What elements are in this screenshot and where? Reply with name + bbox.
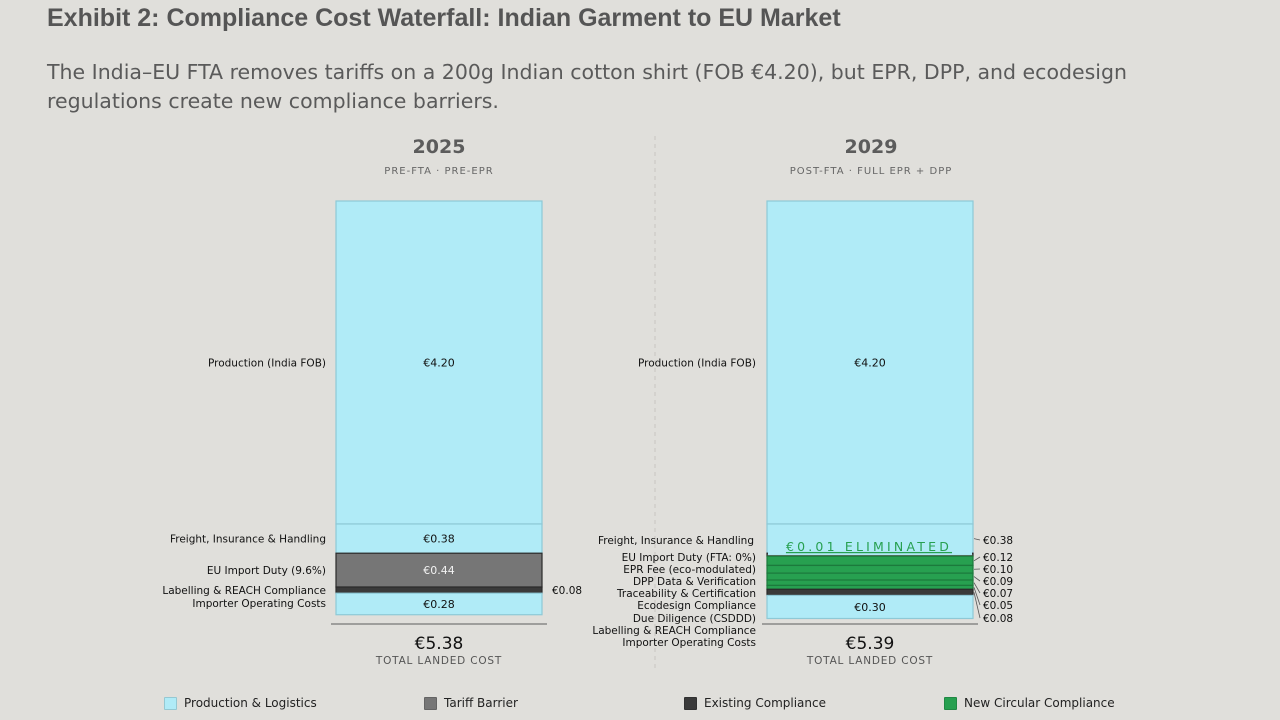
segment-value-label: €0.30 [854, 601, 886, 614]
segment-value-label: €0.38 [423, 533, 455, 546]
bar-segment-labelling-reach-compliance [335, 586, 543, 594]
bar-segment-dpp-data-verification [766, 564, 974, 574]
bar-segment-ecodesign-compliance [766, 579, 974, 587]
segment-label: Importer Operating Costs [192, 598, 326, 610]
segment-value-label: €0.05 [983, 600, 1013, 612]
bar-segment-traceability-certification [766, 572, 974, 581]
segment-value-label: €0.44 [423, 564, 455, 577]
legend-swatch [424, 696, 437, 710]
segment-value-label: €0.10 [983, 564, 1013, 576]
segment-value-label: €4.20 [854, 356, 886, 369]
segment-label: Freight, Insurance & Handling [170, 534, 326, 546]
legend-item: New Circular Compliance [944, 696, 1115, 710]
segment-label: Ecodesign Compliance [637, 600, 756, 612]
legend-label: Existing Compliance [704, 696, 826, 710]
segment-value-label: €0.09 [983, 576, 1013, 588]
bar-segment-labelling-reach-compliance [766, 588, 974, 597]
panel-scenario: POST-FTA · FULL EPR + DPP [790, 166, 953, 177]
segment-label: Production (India FOB) [208, 357, 326, 369]
segment-label: EU Import Duty (FTA: 0%) [622, 552, 756, 564]
total-landed-cost-label: TOTAL LANDED COST [375, 655, 502, 667]
legend-swatch [684, 696, 697, 710]
segment-label: Labelling & REACH Compliance [162, 585, 326, 597]
segment-label: EU Import Duty (9.6%) [207, 565, 326, 577]
segment-value-label: €0.08 [983, 613, 1013, 625]
legend-label: Tariff Barrier [444, 696, 518, 710]
bar-segment-production-india-fob [766, 200, 974, 525]
eliminated-annotation: €0.01 ELIMINATED [786, 539, 952, 554]
segment-value-label: €0.07 [983, 588, 1013, 600]
segment-value-label: €0.38 [983, 535, 1013, 547]
segment-label: Freight, Insurance & Handling [598, 535, 754, 547]
bar-segment-eu-import-duty-9-6 [335, 552, 543, 588]
panel-year: 2029 [845, 136, 898, 158]
panel-year: 2025 [413, 136, 466, 158]
leader-line [973, 576, 981, 582]
leader-line [973, 582, 981, 594]
legend-item: Existing Compliance [684, 696, 826, 710]
legend-label: New Circular Compliance [964, 696, 1115, 710]
leader-line [973, 556, 981, 562]
segment-value-label: €0.12 [983, 552, 1013, 564]
bar-segment-epr-fee-eco-modulated [766, 555, 974, 567]
legend-swatch [944, 696, 957, 710]
legend-label: Production & Logistics [184, 696, 317, 710]
segment-value-label: €4.20 [423, 356, 455, 369]
legend-item: Production & Logistics [164, 696, 317, 710]
segment-label: Due Diligence (CSDDD) [633, 613, 756, 625]
total-landed-cost-value: €5.38 [415, 634, 464, 654]
segment-value-label: €0.28 [423, 598, 455, 611]
leader-line [973, 592, 981, 619]
total-landed-cost-value: €5.39 [846, 634, 895, 654]
total-landed-cost-label: TOTAL LANDED COST [806, 655, 933, 667]
segment-label: Labelling & REACH Compliance [592, 625, 756, 637]
segment-label: EPR Fee (eco-modulated) [623, 564, 756, 576]
eliminated-highlight [768, 530, 972, 555]
segment-label: Importer Operating Costs [622, 637, 756, 649]
exhibit-title: Exhibit 2: Compliance Cost Waterfall: In… [47, 4, 841, 32]
segment-label: DPP Data & Verification [633, 576, 756, 588]
leader-line [973, 538, 981, 541]
segment-value-label: €0.08 [552, 585, 582, 597]
bar-segment-importer-operating-costs [335, 592, 543, 616]
legend-item: Tariff Barrier [424, 696, 518, 710]
legend-swatch [164, 696, 177, 710]
segment-label: Traceability & Certification [616, 588, 756, 600]
bar-segment-importer-operating-costs [766, 594, 974, 620]
leader-line [973, 587, 981, 606]
chart-legend: Production & Logistics Tariff Barrier Exis… [0, 694, 1280, 714]
panel-scenario: PRE-FTA · PRE-EPR [384, 166, 493, 177]
exhibit-subtitle: The India–EU FTA removes tariffs on a 20… [47, 60, 1127, 113]
segment-label: Production (India FOB) [638, 357, 756, 369]
